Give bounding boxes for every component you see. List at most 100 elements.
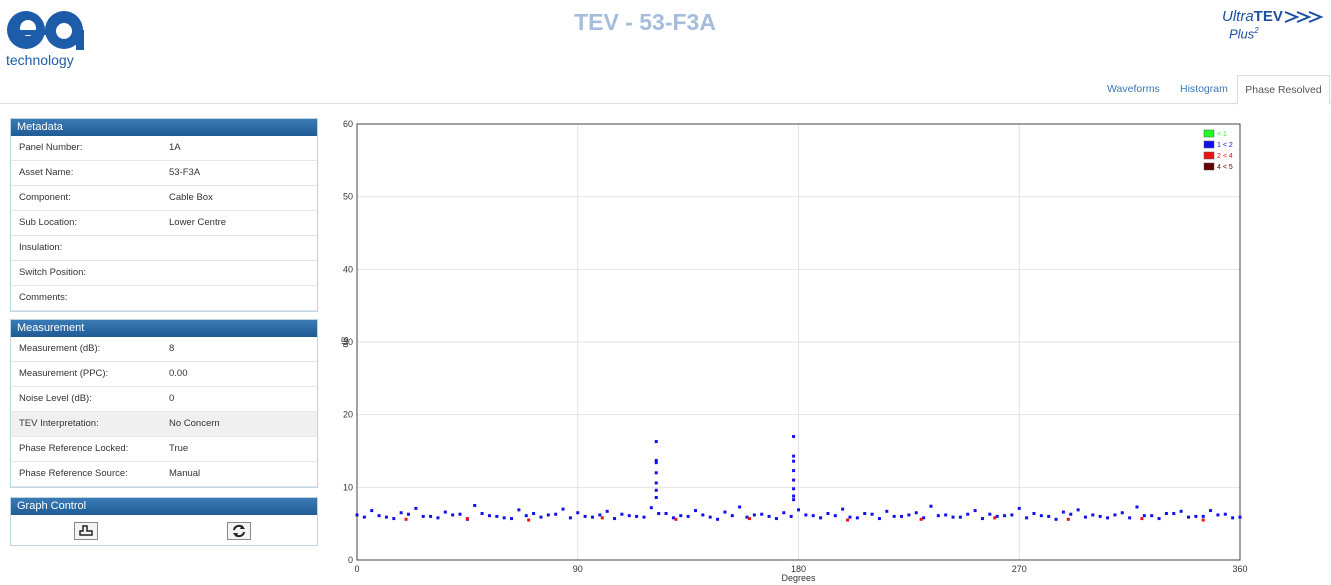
point	[635, 514, 639, 518]
point	[421, 514, 425, 518]
point	[384, 515, 388, 519]
point	[654, 496, 658, 500]
point	[1098, 514, 1102, 518]
point	[738, 505, 742, 509]
point	[1010, 513, 1014, 517]
point	[399, 511, 403, 515]
point	[654, 481, 658, 485]
point	[355, 513, 359, 517]
point	[1069, 512, 1073, 516]
point	[951, 515, 955, 519]
point	[1054, 517, 1058, 521]
point	[605, 509, 609, 513]
legend-swatch	[1203, 151, 1215, 160]
point	[480, 511, 484, 515]
x-tick-label: 360	[1232, 564, 1247, 574]
point	[517, 508, 521, 512]
point	[973, 509, 977, 513]
point	[362, 515, 366, 519]
tab[interactable]: Histogram	[1180, 83, 1228, 95]
brand-arrows	[1284, 11, 1324, 23]
point	[1179, 509, 1183, 513]
point	[554, 512, 558, 516]
point	[414, 506, 418, 510]
row: Phase Reference Locked: True	[11, 437, 317, 462]
point	[674, 517, 678, 521]
point	[657, 511, 661, 515]
point	[708, 515, 712, 519]
graph-control-panel: Graph Control	[10, 497, 318, 546]
point	[988, 512, 992, 516]
row-value: Lower Centre	[169, 217, 227, 228]
export-button[interactable]	[74, 522, 98, 540]
legend-label: 2 < 4	[1217, 153, 1233, 160]
point	[654, 461, 658, 465]
row-value: True	[169, 443, 189, 454]
tab[interactable]: Waveforms	[1107, 83, 1160, 95]
legend-label: 4 < 5	[1217, 164, 1233, 171]
point	[855, 516, 859, 520]
row-value: Cable Box	[169, 192, 213, 203]
point	[561, 507, 565, 511]
point	[877, 517, 881, 521]
refresh-button[interactable]	[227, 522, 251, 540]
point	[774, 517, 778, 521]
point	[654, 471, 658, 475]
point	[524, 514, 528, 518]
legend-swatch	[1203, 129, 1215, 138]
row-label: Asset Name:	[19, 167, 74, 178]
y-tick-label: 60	[343, 119, 353, 129]
point	[848, 515, 852, 519]
point	[370, 509, 374, 513]
point	[527, 518, 531, 522]
point	[1017, 506, 1021, 510]
point	[654, 488, 658, 492]
point	[1076, 508, 1080, 512]
point	[620, 512, 624, 516]
row: Asset Name: 53-F3A	[11, 161, 317, 186]
point	[958, 515, 962, 519]
point	[914, 511, 918, 515]
point	[929, 504, 933, 508]
point	[922, 516, 926, 520]
panel-header: Metadata	[11, 119, 317, 136]
row: Component: Cable Box	[11, 186, 317, 211]
row: Phase Reference Source: Manual	[11, 462, 317, 487]
point	[792, 498, 796, 502]
point	[1140, 517, 1144, 521]
legend-label: 1 < 2	[1217, 142, 1233, 149]
row-label: Measurement (dB):	[19, 343, 101, 354]
point	[797, 508, 800, 512]
point	[716, 517, 720, 521]
point	[600, 516, 604, 520]
point	[1223, 512, 1227, 516]
row: Comments:	[11, 286, 317, 311]
row-label: Panel Number:	[19, 142, 83, 153]
point	[782, 511, 786, 515]
point	[429, 514, 433, 518]
point	[1066, 517, 1070, 521]
row-label: Component:	[19, 192, 71, 203]
row-label: Comments:	[19, 292, 68, 303]
measurement-panel: Measurement Measurement (dB): 8 Measurement…	[10, 319, 318, 488]
point	[598, 513, 602, 517]
point	[752, 513, 756, 517]
point	[1091, 513, 1095, 517]
point	[654, 440, 658, 444]
point	[944, 513, 948, 517]
point	[436, 516, 440, 520]
legend-swatch	[1203, 162, 1215, 171]
panel-header: Graph Control	[11, 498, 317, 515]
point	[1128, 516, 1132, 520]
row-label: Noise Level (dB):	[19, 393, 92, 404]
point	[1113, 513, 1117, 517]
point	[539, 515, 543, 519]
x-tick-label: 180	[791, 564, 806, 574]
point	[392, 517, 396, 521]
point	[804, 513, 808, 517]
chart: 0 10 20 30 40 50 60 0 90 180 270 360 Degrees dB < 1 1 <…	[340, 119, 1248, 583]
tab-active[interactable]: Phase Resolved	[1237, 75, 1330, 105]
row: Switch Position:	[11, 261, 317, 286]
point	[1231, 516, 1235, 520]
